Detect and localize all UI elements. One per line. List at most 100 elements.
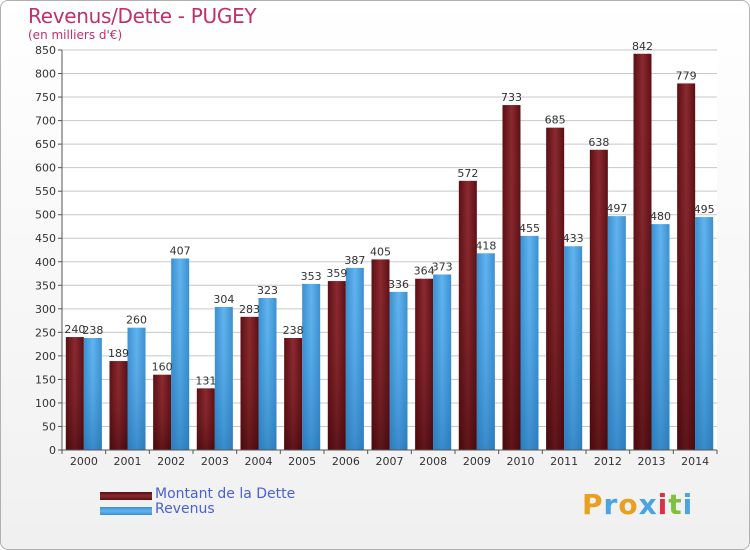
x-tick-label: 2005 [288, 455, 316, 468]
bar-shade-revenus [651, 224, 670, 450]
logo-letter: i [682, 488, 694, 521]
data-label-dette: 364 [414, 265, 435, 278]
x-tick-label: 2004 [245, 455, 273, 468]
x-tick-label: 2006 [332, 455, 360, 468]
bar-shade-dette [153, 374, 172, 450]
x-tick-label: 2001 [114, 455, 142, 468]
y-tick-label: 850 [35, 44, 56, 57]
y-tick-label: 800 [35, 68, 56, 81]
y-tick-label: 500 [35, 209, 56, 222]
logo-letter: r [603, 488, 619, 521]
logo-letter: i [657, 488, 669, 521]
bar-shade-revenus [302, 283, 321, 450]
bar-shade-revenus [214, 306, 233, 450]
logo-letter: P [582, 488, 604, 521]
bar-shade-dette [109, 361, 128, 450]
data-label-revenus: 455 [519, 222, 540, 235]
bar-shade-dette [502, 105, 521, 450]
bar-shade-dette [327, 281, 346, 450]
data-label-dette: 160 [152, 361, 173, 374]
bar-shade-dette [633, 53, 652, 450]
x-tick-label: 2007 [376, 455, 404, 468]
data-label-revenus: 480 [650, 210, 671, 223]
data-label-dette: 240 [64, 323, 85, 336]
data-label-dette: 638 [588, 136, 609, 149]
x-tick-label: 2014 [681, 455, 709, 468]
y-tick-label: 400 [35, 256, 56, 269]
logo-letter: t [668, 488, 683, 521]
bar-shade-revenus [433, 274, 452, 450]
chart-subtitle: (en milliers d'€) [28, 28, 123, 42]
bar-shade-revenus [695, 217, 714, 450]
bar-shade-dette [65, 337, 84, 450]
data-label-revenus: 433 [563, 232, 584, 245]
legend-label-dette: Montant de la Dette [155, 486, 296, 502]
bar-shade-revenus [171, 258, 190, 450]
legend-swatch-revenus [100, 507, 152, 515]
data-label-revenus: 238 [82, 324, 103, 337]
data-label-revenus: 336 [388, 278, 409, 291]
y-tick-label: 450 [35, 232, 56, 245]
data-label-revenus: 323 [257, 284, 278, 297]
data-label-dette: 572 [457, 167, 478, 180]
bar-shade-revenus [83, 338, 102, 450]
data-label-dette: 733 [501, 91, 522, 104]
data-label-dette: 405 [370, 245, 391, 258]
chart-title: Revenus/Dette - PUGEY [28, 4, 257, 28]
bar-shade-revenus [389, 291, 408, 450]
y-tick-label: 600 [35, 162, 56, 175]
logo-letter: o [618, 488, 639, 521]
bar-shade-revenus [345, 267, 364, 450]
bar-shade-revenus [476, 253, 495, 450]
proxiti-logo: Proxiti [582, 488, 693, 521]
data-label-revenus: 387 [344, 254, 365, 267]
x-tick-label: 2003 [201, 455, 229, 468]
bar-shade-dette [284, 338, 303, 450]
data-label-dette: 283 [239, 303, 260, 316]
data-label-dette: 238 [283, 324, 304, 337]
x-tick-label: 2000 [70, 455, 98, 468]
bar-shade-dette [589, 149, 608, 450]
bar-shade-revenus [127, 327, 146, 450]
y-tick-label: 50 [42, 420, 56, 433]
x-tick-label: 2013 [638, 455, 666, 468]
x-tick-label: 2011 [550, 455, 578, 468]
bar-shade-dette [240, 316, 259, 450]
y-tick-label: 250 [35, 326, 56, 339]
data-label-revenus: 418 [475, 239, 496, 252]
data-label-revenus: 304 [213, 293, 234, 306]
data-label-dette: 685 [545, 114, 566, 127]
data-label-dette: 189 [108, 347, 129, 360]
bar-shade-dette [458, 180, 477, 450]
x-tick-label: 2010 [507, 455, 535, 468]
x-tick-label: 2008 [419, 455, 447, 468]
y-tick-label: 350 [35, 279, 56, 292]
data-label-dette: 359 [326, 267, 347, 280]
data-label-revenus: 353 [301, 270, 322, 283]
legend-swatch-dette [100, 492, 152, 500]
bar-shade-dette [196, 388, 215, 450]
bar-shade-dette [415, 278, 434, 450]
data-label-revenus: 495 [694, 203, 715, 216]
x-tick-label: 2002 [157, 455, 185, 468]
y-tick-label: 300 [35, 303, 56, 316]
logo-letter: x [638, 488, 658, 521]
data-label-revenus: 260 [126, 314, 147, 327]
bar-shade-revenus [520, 235, 539, 450]
y-tick-label: 550 [35, 185, 56, 198]
data-label-dette: 842 [632, 40, 653, 53]
y-tick-label: 0 [49, 444, 56, 457]
data-label-revenus: 497 [606, 202, 627, 215]
bar-shade-dette [677, 83, 696, 450]
data-label-revenus: 407 [170, 244, 191, 257]
bar-shade-revenus [258, 298, 277, 450]
x-tick-label: 2012 [594, 455, 622, 468]
bar-shade-revenus [564, 246, 583, 450]
y-tick-label: 200 [35, 350, 56, 363]
y-tick-label: 700 [35, 115, 56, 128]
y-tick-label: 750 [35, 91, 56, 104]
bar-shade-dette [371, 259, 390, 450]
x-tick-label: 2009 [463, 455, 491, 468]
legend-label-revenus: Revenus [155, 501, 215, 517]
